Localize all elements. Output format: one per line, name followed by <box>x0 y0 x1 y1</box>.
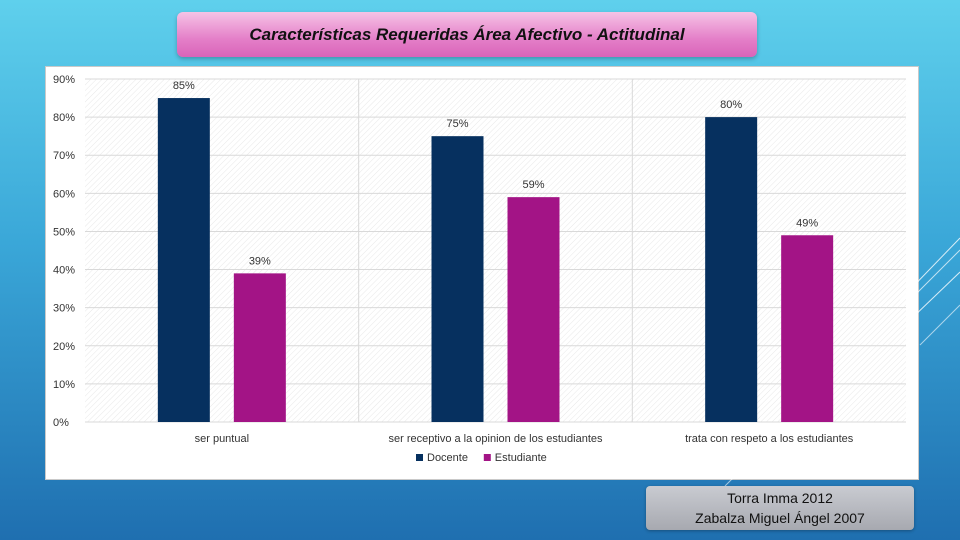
y-tick-label: 10% <box>53 379 75 391</box>
data-label: 80% <box>720 99 742 111</box>
y-tick-label: 80% <box>53 112 75 124</box>
bar-estudiante <box>781 235 834 422</box>
source-line-1: Torra Imma 2012 <box>727 490 833 506</box>
source-line-2: Zabalza Miguel Ángel 2007 <box>695 510 865 526</box>
chart-title-box: Características Requeridas Área Afectivo… <box>177 12 757 57</box>
legend-swatch-estudiante <box>483 454 491 461</box>
y-tick-label: 30% <box>53 303 75 315</box>
data-label: 75% <box>446 118 468 130</box>
y-tick-label: 70% <box>53 150 75 162</box>
data-label: 85% <box>173 80 195 92</box>
plot-area-background <box>85 79 906 422</box>
y-tick-label: 50% <box>53 226 75 238</box>
data-label: 49% <box>796 217 818 229</box>
bar-estudiante <box>507 197 560 422</box>
data-label: 59% <box>522 179 544 191</box>
x-category-label: ser puntual <box>195 433 249 445</box>
data-label: 39% <box>249 255 271 267</box>
y-tick-label: 0% <box>53 417 69 429</box>
legend-label-docente: Docente <box>427 452 468 464</box>
bar-estudiante <box>233 273 286 422</box>
chart-title: Características Requeridas Área Afectivo… <box>249 24 685 44</box>
bar-docente <box>157 98 210 423</box>
source-citation-box: Torra Imma 2012 Zabalza Miguel Ángel 200… <box>646 486 914 530</box>
x-category-label: ser receptivo a la opinion de los estudi… <box>388 433 603 445</box>
y-tick-label: 40% <box>53 265 75 277</box>
y-tick-label: 60% <box>53 188 75 200</box>
bar-docente <box>705 117 758 422</box>
legend-label-estudiante: Estudiante <box>495 452 547 464</box>
legend-swatch-docente <box>416 454 423 461</box>
y-tick-label: 90% <box>53 74 75 86</box>
x-category-label: trata con respeto a los estudiantes <box>685 433 854 445</box>
bar-docente <box>431 136 484 422</box>
y-tick-label: 20% <box>53 341 75 353</box>
